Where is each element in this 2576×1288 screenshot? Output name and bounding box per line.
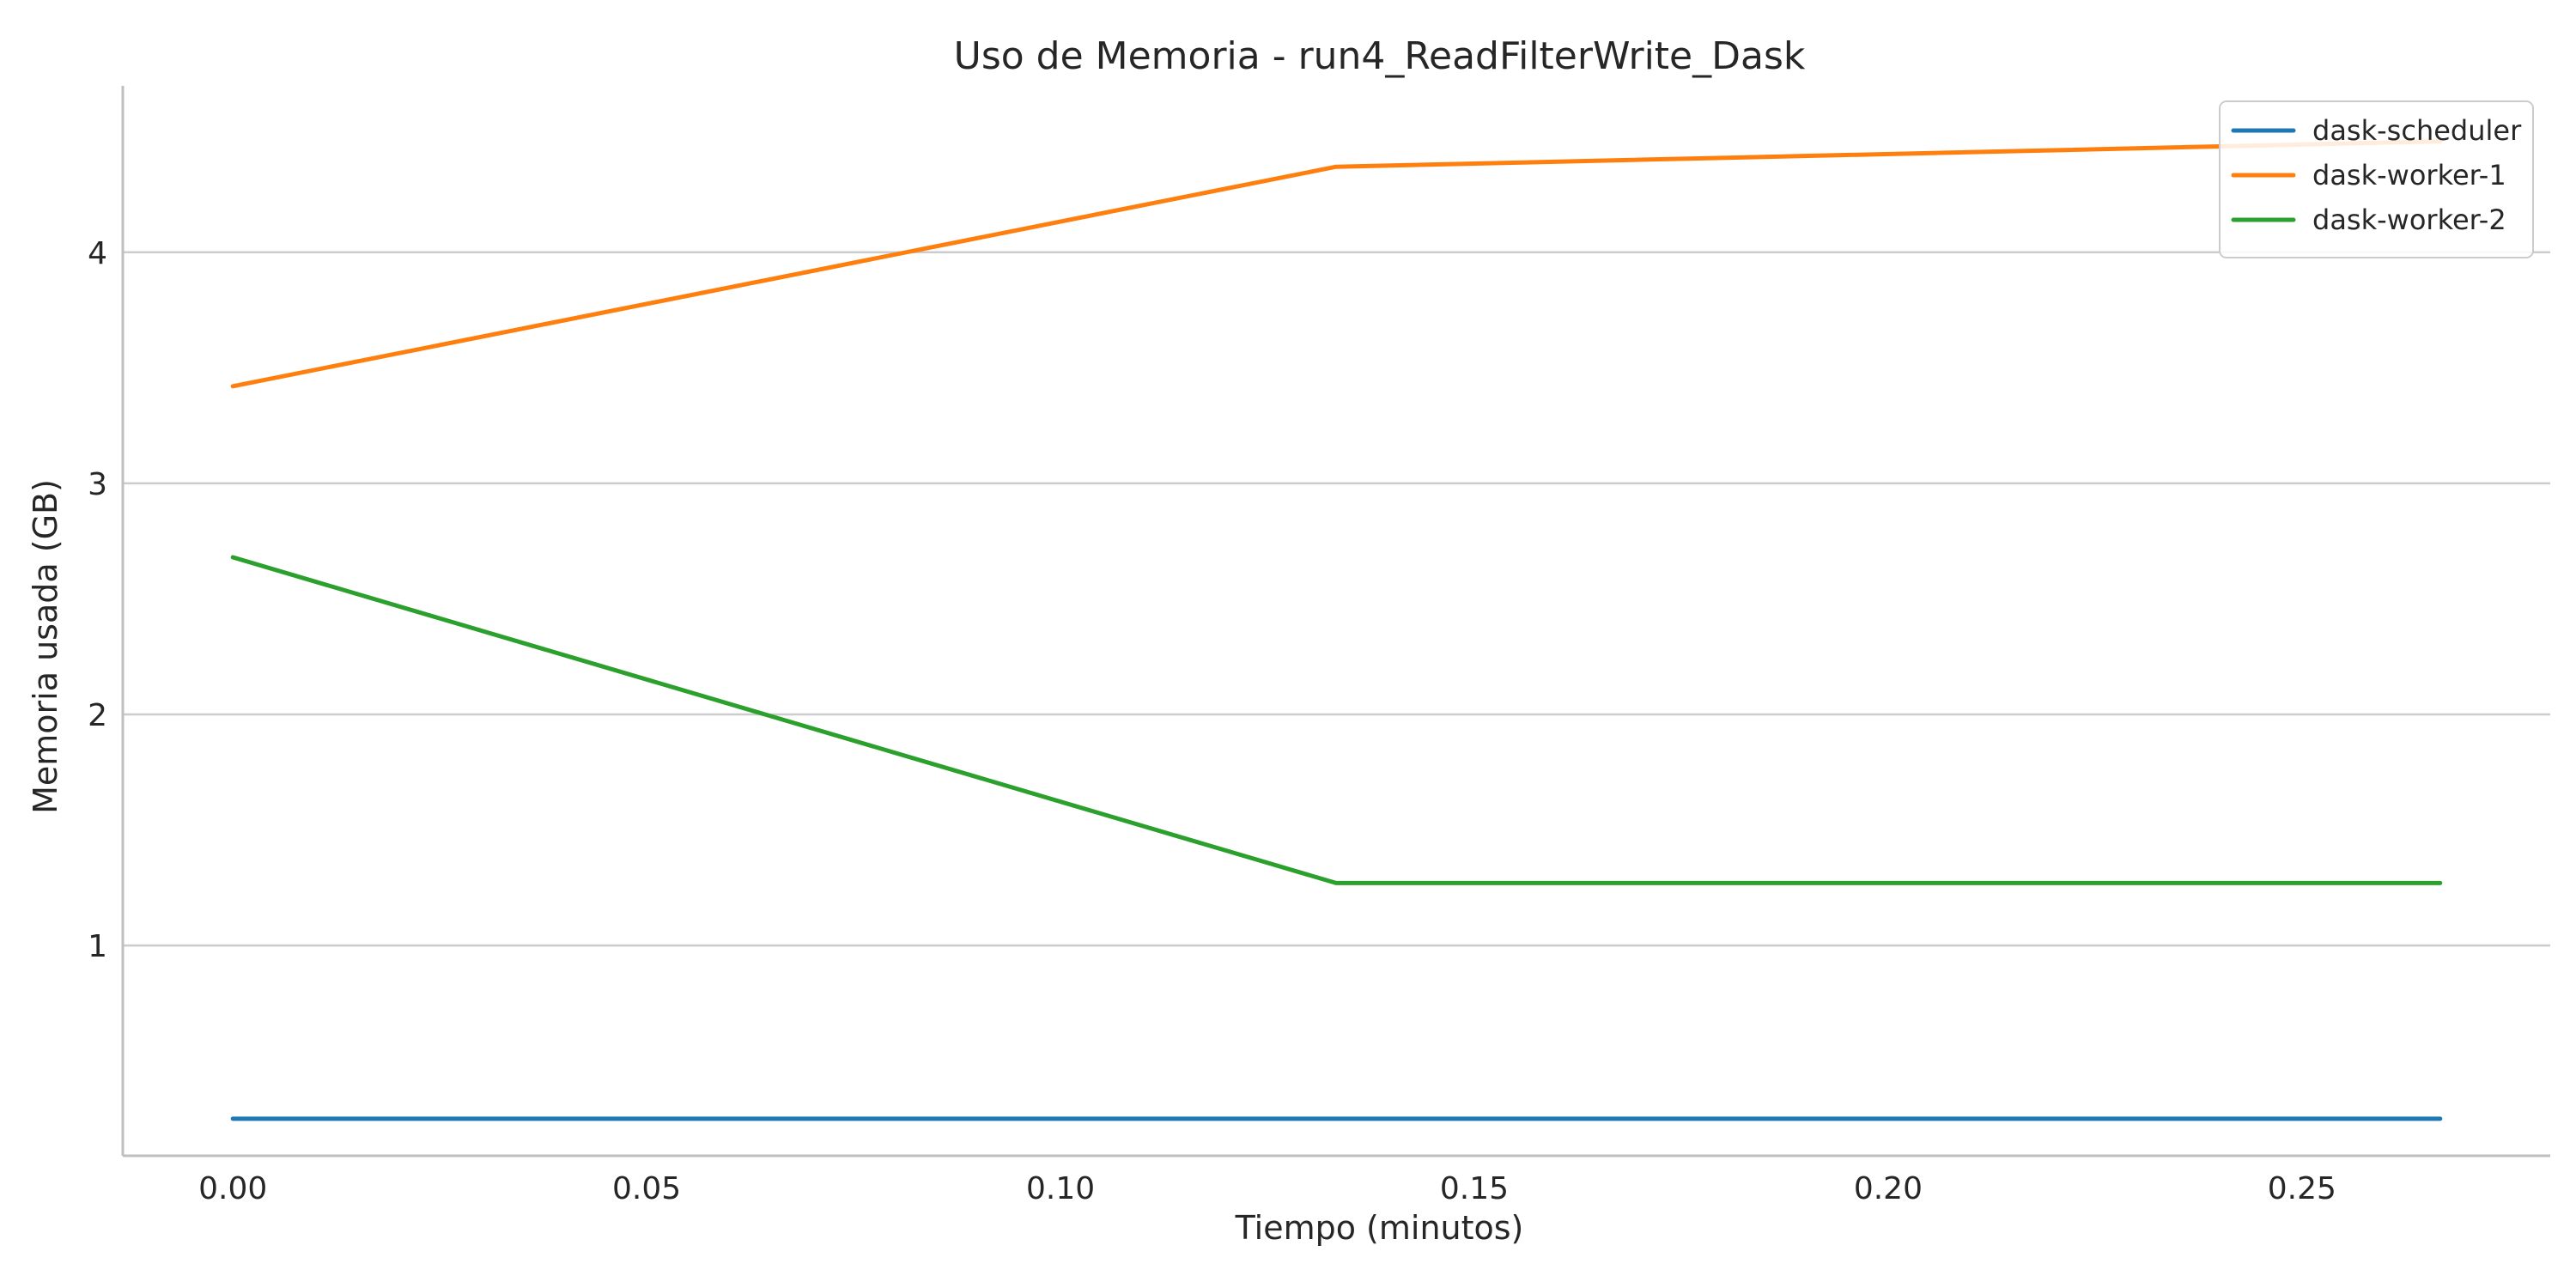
legend-label-dask-worker-2: dask-worker-2 [2312, 204, 2506, 236]
axes [121, 86, 2550, 1157]
x-tick-label: 0.20 [1854, 1171, 1923, 1206]
x-tick-label: 0.15 [1440, 1171, 1509, 1206]
series-line-dask-worker-2 [230, 555, 2443, 885]
legend: dask-scheduler dask-worker-1 dask-worker-2 [2219, 100, 2534, 258]
y-tick-label: 4 [88, 236, 107, 271]
chart-title: Uso de Memoria - run4_ReadFilterWrite_Da… [954, 34, 1806, 78]
legend-items: dask-scheduler dask-worker-1 dask-worker-2 [2231, 114, 2522, 236]
series-line-dask-worker-1 [230, 139, 2443, 389]
legend-label-dask-scheduler: dask-scheduler [2312, 114, 2522, 147]
legend-frame [2219, 100, 2534, 258]
x-tick-label: 0.00 [198, 1171, 267, 1206]
y-tick-label: 2 [88, 698, 107, 733]
legend-label-dask-worker-1: dask-worker-1 [2312, 159, 2506, 191]
grid-lines [123, 251, 2550, 947]
x-tick-label: 0.10 [1026, 1171, 1095, 1206]
series-lines [230, 139, 2443, 1121]
y-tick-label: 1 [88, 929, 107, 964]
x-tick-label: 0.05 [612, 1171, 681, 1206]
x-axis-label: Tiempo (minutos) [1235, 1209, 1524, 1247]
y-tick-label: 3 [88, 467, 107, 502]
y-tick-labels: 1 2 3 4 [88, 236, 107, 964]
x-tick-label: 0.25 [2268, 1171, 2336, 1206]
x-tick-labels: 0.00 0.05 0.10 0.15 0.20 0.25 [198, 1171, 2336, 1206]
y-axis-label: Memoria usada (GB) [27, 479, 64, 814]
